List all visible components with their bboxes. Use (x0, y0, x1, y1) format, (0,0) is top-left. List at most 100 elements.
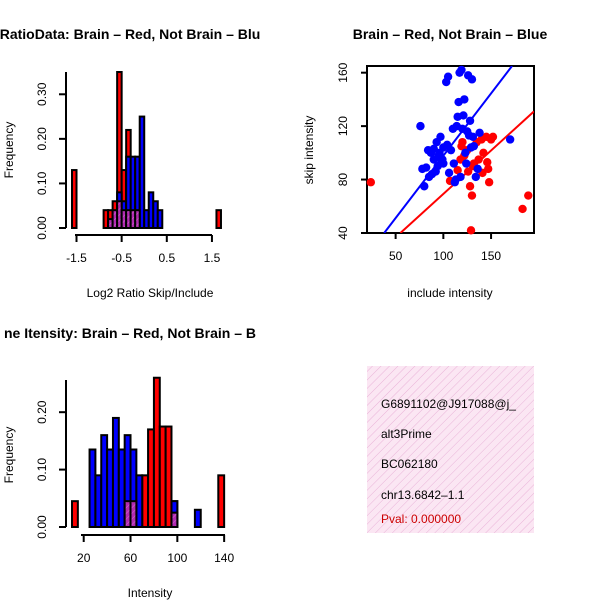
ratio-bar-not-brain-9 (156, 209, 164, 230)
scatter-x-tick-label-0: 50 (389, 249, 403, 263)
point-not-brain-33 (456, 172, 465, 182)
point-not-brain-18 (439, 159, 448, 168)
intensity-x-tick-label-2: 100 (167, 551, 187, 565)
point-not-brain-36 (459, 111, 468, 120)
scatter-x-tick-label-2: 150 (481, 249, 501, 263)
point-brain-2 (453, 166, 462, 175)
intensity-y-tick-label-1: 0.10 (35, 458, 49, 482)
ratio-x-tick-label-1: -0.5 (111, 251, 132, 265)
point-not-brain-15 (436, 132, 445, 142)
ratio-x-label: Log2 Ratio Skip/Include (87, 286, 214, 300)
point-not-brain-37 (460, 95, 469, 104)
point-brain-5 (458, 137, 467, 147)
intensity-bar-brain-6 (164, 425, 173, 529)
point-brain-8 (463, 167, 473, 176)
intensity-x-tick-label-3: 140 (214, 551, 234, 565)
ratio-y-tick-label-1: 0.10 (35, 171, 49, 195)
intensity-y-label: Frequency (2, 427, 16, 484)
point-not-brain-47 (469, 141, 479, 151)
point-not-brain-39 (462, 159, 471, 168)
scatter-x-tick-label-1: 100 (433, 249, 453, 263)
point-brain-15 (474, 155, 483, 164)
intensity-x-ticks: 20 60 100 140 (77, 535, 234, 565)
ratio-y-tick-label-0: 0.00 (35, 216, 49, 240)
scatter-y-label: skip intensity (302, 116, 316, 185)
point-not-brain-48 (471, 172, 480, 182)
point-not-brain-38 (461, 148, 470, 158)
scatter-chart-title: Brain – Red, Not Brain – Blue (353, 26, 548, 42)
scatter-y-tick-label-3: 160 (336, 62, 350, 82)
intensity-y-tick-label-0: 0.00 (35, 515, 49, 539)
ratio-y-tick-label-2: 0.20 (35, 127, 49, 151)
intensity-histogram: ne Itensity: Brain – Red, Not Brain – B … (2, 325, 256, 600)
ratio-bar-brain-0 (71, 169, 78, 229)
intensity-x-tick-label-1: 60 (124, 551, 138, 565)
ratio-y-label: Frequency (2, 122, 16, 179)
intensity-bar-overlap-1 (129, 500, 138, 528)
scatter-plot-box (366, 65, 535, 234)
scatter-x-ticks: 50 100 150 (389, 233, 501, 263)
point-not-brain-46 (468, 132, 478, 142)
point-not-brain-22 (443, 72, 453, 81)
point-not-brain-50 (475, 128, 484, 137)
location-text: chr13.6842–1.1 (381, 488, 465, 502)
pval-text: Pval: 0.000000 (381, 512, 461, 526)
accession-text: BC062180 (381, 457, 438, 471)
ratio-y-tick-label-3: 0.30 (35, 82, 49, 106)
ratio-x-tick-label-0: -1.5 (66, 251, 87, 265)
point-not-brain-26 (449, 159, 459, 168)
point-not-brain-3 (421, 163, 431, 172)
point-brain-11 (467, 191, 477, 200)
point-not-brain-34 (457, 65, 466, 75)
event-type-text: alt3Prime (381, 427, 432, 441)
point-not-brain-51 (505, 135, 515, 144)
point-brain-18 (479, 148, 488, 158)
intensity-y-tick-label-2: 0.20 (35, 400, 49, 424)
ratio-x-tick-label-3: 1.5 (204, 251, 221, 265)
intensity-bar-brain-8 (217, 474, 226, 529)
ratio-histogram: RatioData: Brain – Red, Not Brain – Blu … (0, 26, 260, 300)
scatter-x-label: include intensity (407, 286, 492, 300)
point-brain-26 (524, 191, 533, 200)
ratio-bar-overlap-6 (134, 209, 141, 230)
point-brain-25 (518, 204, 527, 214)
ratio-bar-brain-7 (215, 209, 222, 230)
scatter-points (366, 65, 533, 235)
point-brain-10 (466, 226, 476, 235)
point-not-brain-0 (416, 121, 425, 131)
ratio-x-tick-label-2: 0.5 (158, 251, 175, 265)
point-brain-20 (483, 157, 492, 167)
point-not-brain-43 (465, 116, 475, 125)
intensity-scatter: Brain – Red, Not Brain – Blue 40 80 120 160… (302, 26, 547, 300)
point-brain-22 (484, 178, 494, 187)
point-not-brain-23 (444, 168, 454, 178)
info-panel: G6891102@J917088@j_ alt3Prime BC062180 c… (367, 366, 534, 533)
scatter-y-tick-label-2: 120 (336, 116, 350, 136)
point-not-brain-24 (446, 145, 456, 155)
intensity-x-tick-label-0: 20 (77, 551, 91, 565)
point-brain-24 (488, 132, 498, 142)
intensity-bar-overlap-2 (170, 511, 179, 528)
ratio-x-ticks: -1.5 -0.5 0.5 1.5 (66, 235, 221, 265)
intensity-bar-brain-0 (71, 500, 79, 528)
point-brain-0 (366, 178, 376, 187)
point-brain-9 (465, 182, 475, 191)
intensity-chart-title: ne Itensity: Brain – Red, Not Brain – B (4, 325, 256, 341)
exon-id-text: G6891102@J917088@j_ (381, 397, 516, 411)
scatter-y-tick-label-1: 80 (336, 173, 350, 187)
intensity-x-label: Intensity (128, 586, 173, 600)
ratio-y-ticks: 0.00 0.10 0.20 0.30 (35, 82, 66, 240)
point-not-brain-49 (473, 164, 482, 174)
point-not-brain-45 (467, 75, 477, 84)
ratio-bar-not-brain-5 (138, 115, 146, 229)
point-brain-21 (483, 164, 493, 174)
intensity-bars (71, 376, 226, 529)
point-not-brain-2 (420, 182, 429, 191)
ratio-bars (71, 71, 222, 230)
info-panel-background (367, 366, 534, 533)
scatter-y-tick-label-0: 40 (336, 226, 350, 240)
intensity-bar-not-brain-10 (193, 508, 202, 528)
scatter-y-ticks: 40 80 120 160 (336, 62, 367, 240)
ratio-chart-title: RatioData: Brain – Red, Not Brain – Blu (0, 26, 260, 42)
